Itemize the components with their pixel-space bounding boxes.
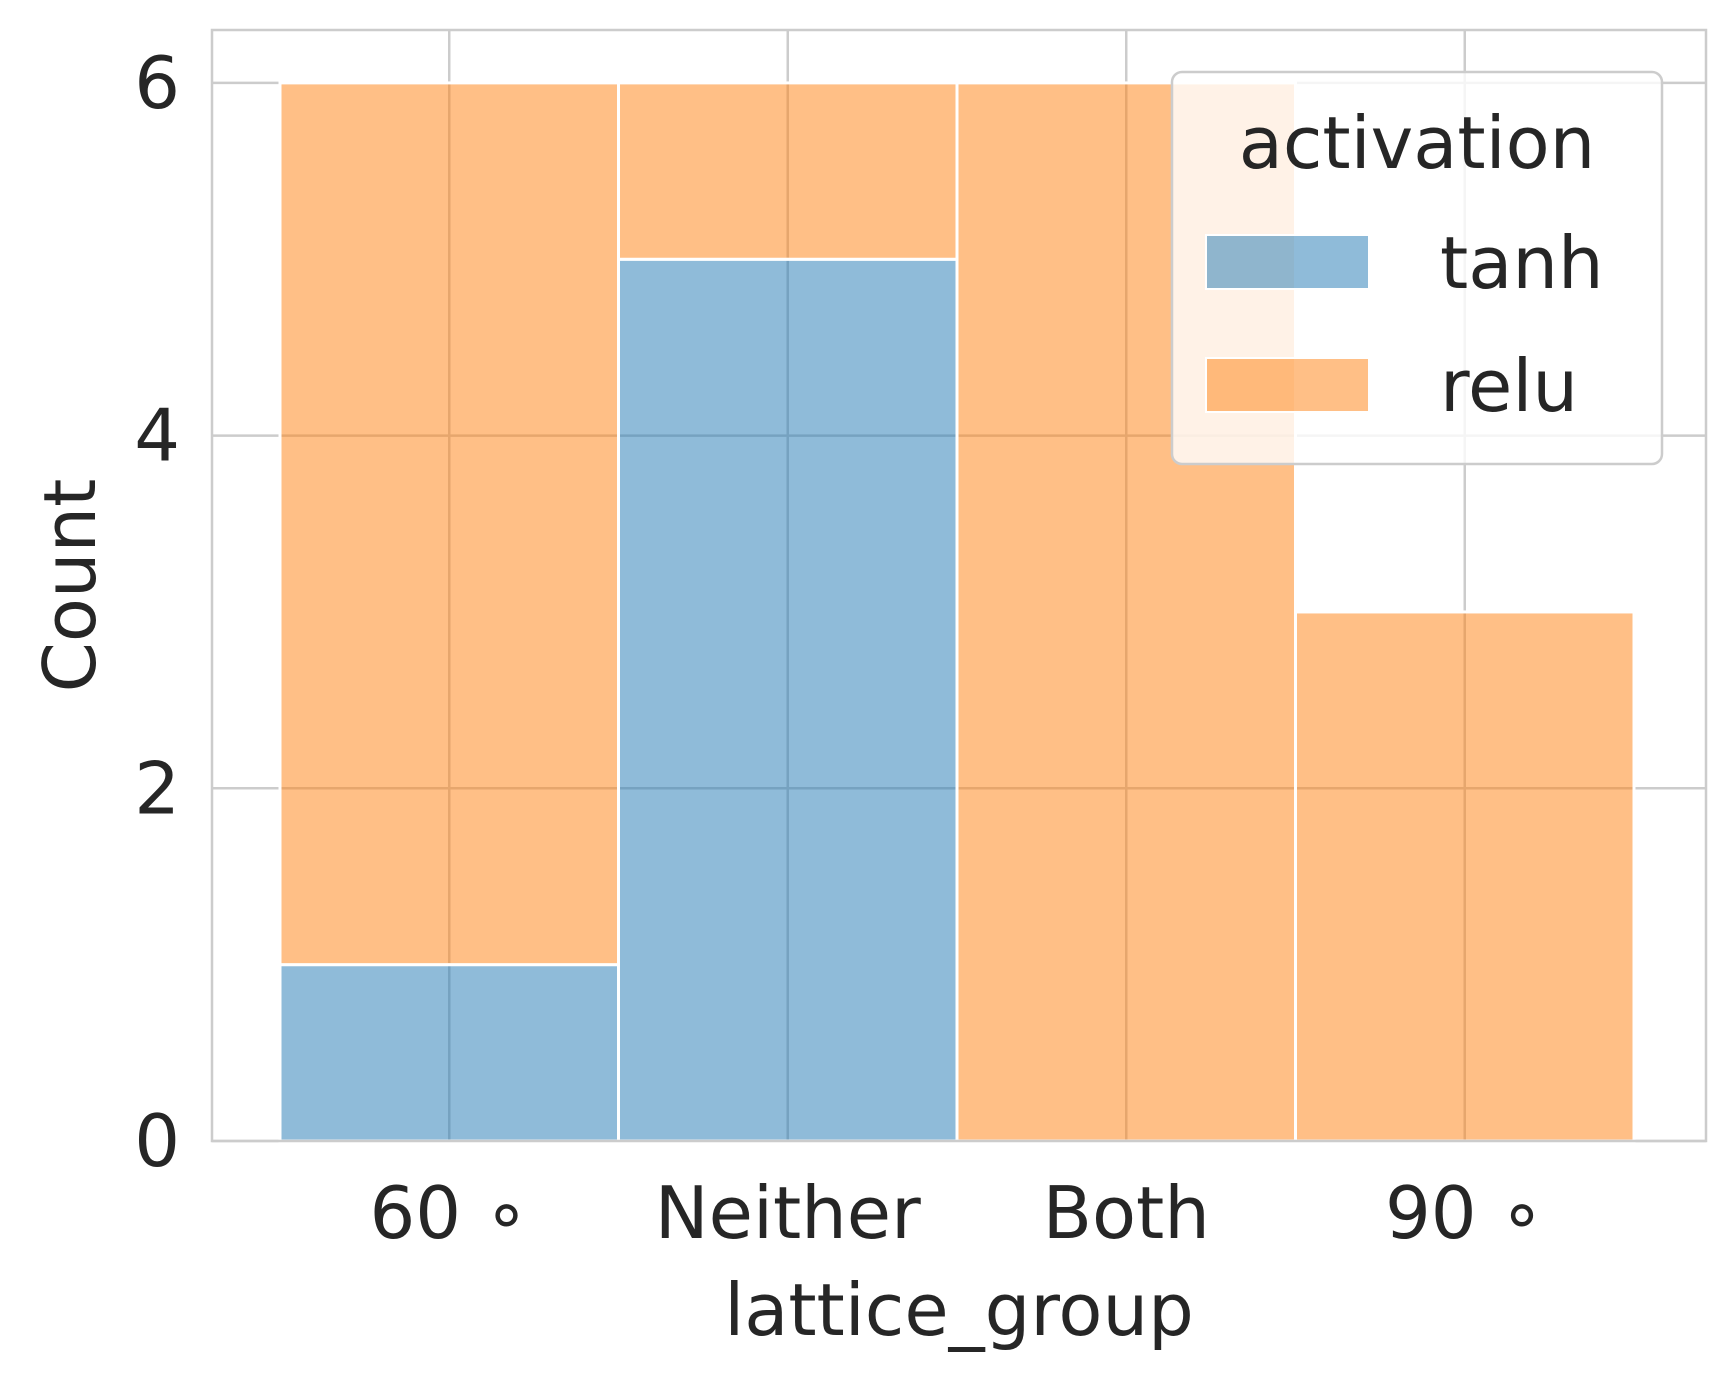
legend-label-relu: relu [1440, 344, 1578, 428]
legend: activation tanh relu [1170, 70, 1664, 466]
x-tick-labels: 60 ∘ Neither Both 90 ∘ [369, 1171, 1544, 1255]
x-tick-label: Both [1043, 1171, 1210, 1255]
y-tick-label: 4 [134, 394, 180, 478]
legend-label-tanh: tanh [1440, 221, 1604, 305]
y-tick-labels: 0 2 4 6 [134, 41, 180, 1183]
x-tick-label: Neither [655, 1171, 921, 1255]
legend-swatch-relu [1205, 357, 1370, 413]
plot-frame [210, 28, 1708, 1143]
bar-relu-3 [1294, 610, 1636, 1143]
legend-swatch-tanh [1205, 234, 1370, 290]
legend-entries: tanh relu [1205, 221, 1604, 428]
y-tick-label: 0 [134, 1099, 180, 1183]
x-tick-label: 90 ∘ [1385, 1171, 1545, 1255]
x-tick-label: 60 ∘ [369, 1171, 529, 1255]
bar-tanh-0 [278, 963, 620, 1143]
y-tick-label: 2 [134, 746, 180, 830]
x-axis-label: lattice_group [724, 1268, 1194, 1352]
bar-relu-0 [278, 81, 620, 967]
y-tick-label: 6 [134, 41, 180, 125]
bar-tanh-1 [617, 257, 959, 1143]
y-axis-label: Count [28, 479, 112, 693]
bar-relu-1 [617, 81, 959, 261]
legend-title: activation [1239, 101, 1596, 185]
